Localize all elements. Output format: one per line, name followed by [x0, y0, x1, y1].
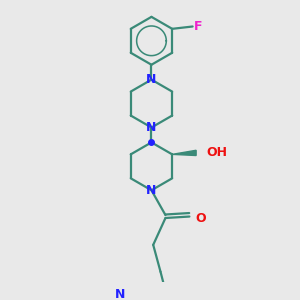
Text: N: N: [115, 288, 125, 300]
Polygon shape: [172, 150, 196, 155]
Text: OH: OH: [206, 146, 227, 159]
Text: N: N: [146, 184, 157, 197]
Text: N: N: [146, 121, 157, 134]
Text: O: O: [195, 212, 206, 224]
Text: F: F: [194, 20, 203, 33]
Text: N: N: [146, 73, 157, 86]
